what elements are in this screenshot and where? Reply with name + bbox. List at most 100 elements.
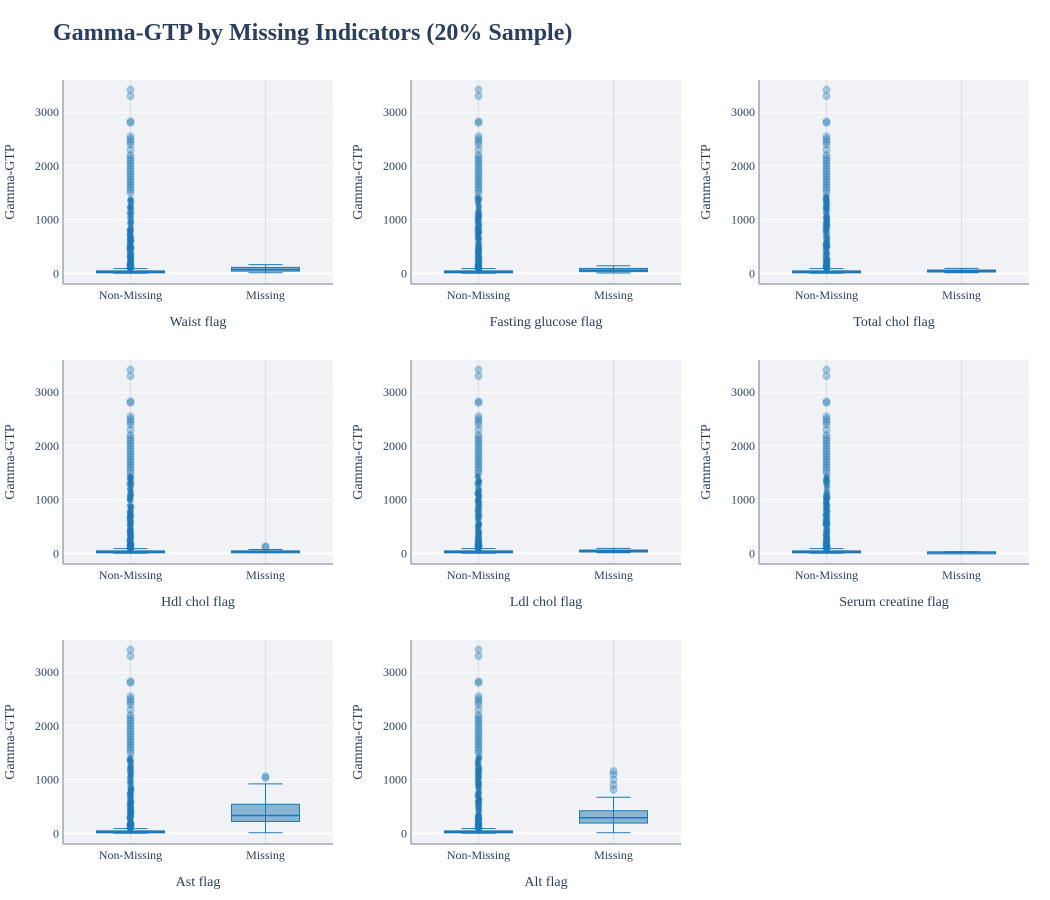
outlier-point	[474, 819, 481, 826]
outlier-point	[126, 231, 133, 238]
outlier-point	[822, 544, 829, 551]
outlier-point	[823, 243, 830, 250]
outlier-point	[475, 536, 482, 543]
outlier-point	[824, 521, 831, 528]
outlier-point	[474, 261, 481, 268]
outlier-point	[475, 259, 482, 266]
box-missing	[231, 772, 300, 834]
outlier-point	[475, 820, 482, 827]
outlier-point	[126, 433, 135, 442]
outlier-point	[823, 542, 830, 549]
outlier-point	[475, 226, 482, 233]
outlier-point	[824, 260, 831, 267]
outlier-point	[128, 507, 135, 514]
outlier-point	[475, 813, 482, 820]
outlier-point	[126, 513, 133, 520]
y-axis-title: Gamma-GTP	[699, 424, 714, 500]
outlier-point	[824, 527, 831, 534]
outlier-point	[823, 217, 830, 224]
outlier-point	[475, 251, 482, 258]
outlier-point	[475, 795, 482, 802]
outlier-point	[474, 539, 481, 546]
outlier-point	[475, 540, 482, 547]
outlier-point	[476, 229, 483, 236]
outlier-point	[822, 496, 829, 503]
y-tick-label: 2000	[731, 439, 755, 453]
outlier-point	[476, 541, 483, 548]
outlier-point	[475, 789, 482, 796]
outlier-point	[823, 518, 830, 525]
outlier-point	[127, 204, 134, 211]
outlier-point	[475, 210, 482, 217]
outlier-point	[127, 255, 134, 262]
outlier-point	[476, 526, 483, 533]
outlier-point	[126, 372, 135, 381]
outlier-point	[822, 172, 831, 181]
outlier-point	[475, 529, 482, 536]
outlier-point	[824, 494, 831, 501]
outlier-point	[127, 259, 134, 266]
outlier-point	[824, 243, 831, 250]
outlier-point	[824, 215, 831, 222]
outlier-point	[475, 534, 482, 541]
outlier-point	[476, 824, 483, 831]
outlier-point	[476, 794, 483, 801]
outlier-point	[126, 804, 133, 811]
outlier-point	[823, 504, 830, 511]
outlier-point	[475, 799, 482, 806]
outlier-point	[475, 502, 482, 509]
outlier-point	[127, 822, 134, 829]
outlier-point	[822, 118, 831, 127]
outlier-point	[128, 803, 135, 810]
outlier-point	[127, 251, 134, 258]
outlier-point	[822, 532, 829, 539]
outlier-point	[476, 258, 483, 265]
outlier-point	[128, 804, 135, 811]
outlier-point	[475, 262, 482, 269]
outlier-point	[823, 538, 830, 545]
outlier-point	[822, 372, 831, 381]
outlier-point	[126, 509, 133, 516]
outlier-point	[823, 262, 830, 269]
outlier-point	[475, 257, 482, 264]
outlier-point	[475, 231, 482, 238]
outlier-point	[474, 195, 481, 202]
outlier-point	[127, 474, 134, 481]
outlier-point	[824, 533, 831, 540]
outlier-point	[824, 242, 831, 249]
outlier-point	[824, 199, 831, 206]
outlier-point	[822, 242, 829, 249]
outlier-point	[474, 255, 481, 262]
outlier-point	[823, 262, 830, 269]
outlier-point	[474, 542, 481, 549]
outlier-point	[475, 799, 482, 806]
outlier-point	[824, 516, 831, 523]
outlier-point	[475, 811, 482, 818]
outlier-point	[128, 199, 135, 206]
outlier-point	[127, 256, 134, 263]
outlier-point	[475, 248, 482, 255]
outlier-point	[822, 512, 829, 519]
outlier-point	[127, 526, 134, 533]
outlier-point	[127, 799, 134, 806]
outlier-point	[127, 814, 134, 821]
outlier-point	[824, 197, 831, 204]
outlier-point	[822, 511, 829, 518]
outlier-point	[822, 412, 831, 421]
outlier-point	[475, 772, 482, 779]
outlier-point	[823, 511, 830, 518]
outlier-point	[475, 816, 482, 823]
outlier-point	[127, 264, 134, 271]
outlier-point	[126, 241, 133, 248]
outlier-point	[476, 795, 483, 802]
outlier-point	[127, 791, 134, 798]
outlier-point	[127, 808, 134, 815]
outlier-point	[822, 186, 831, 195]
outlier-point	[822, 156, 831, 165]
outlier-point	[823, 505, 830, 512]
outlier-point	[475, 478, 482, 485]
outlier-point	[823, 521, 830, 528]
outlier-point	[476, 510, 483, 517]
outlier-point	[126, 496, 133, 503]
